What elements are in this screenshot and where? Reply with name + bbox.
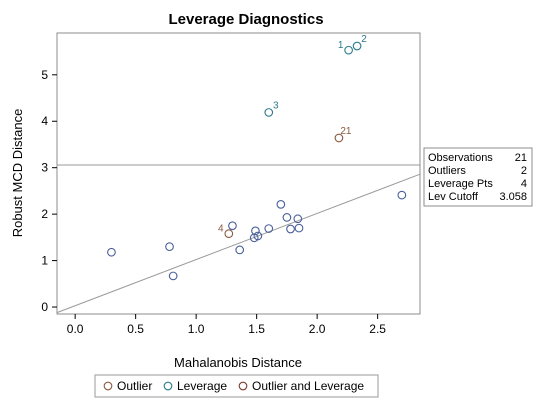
- point-label: 2: [361, 34, 367, 45]
- point-label: 3: [273, 100, 279, 111]
- y-tick-label: 0: [41, 300, 48, 314]
- point-label: 4: [218, 224, 224, 235]
- x-tick-label: 0.0: [67, 322, 84, 336]
- data-point-normal: [264, 224, 274, 233]
- data-point-normal: [397, 190, 407, 200]
- inset-row-label: Leverage Pts: [428, 178, 493, 190]
- legend-label: Outlier: [117, 379, 152, 393]
- data-point-normal: [294, 223, 304, 233]
- data-point-outlier: [224, 229, 234, 238]
- data-point-normal: [228, 221, 237, 231]
- data-point-normal: [235, 245, 245, 255]
- data-point-normal: [276, 200, 286, 209]
- data-point-normal: [286, 224, 295, 234]
- legend-box: [94, 374, 379, 398]
- inset-row-value: 21: [515, 152, 527, 164]
- x-tick-label: 1.5: [248, 322, 265, 336]
- data-point-leverage: [264, 108, 274, 117]
- data-point-normal: [293, 214, 303, 224]
- data-point-leverage: [344, 45, 353, 55]
- stats-inset-box: [423, 147, 533, 207]
- plot-area-frame: [56, 32, 421, 315]
- data-point-normal: [282, 213, 292, 222]
- data-point-leverage: [352, 41, 362, 51]
- y-tick-label: 5: [41, 68, 48, 82]
- y-axis-label: Robust MCD Distance: [10, 109, 25, 238]
- inset-row-value: 3.058: [499, 191, 527, 203]
- legend-marker-leverage: [163, 381, 173, 391]
- data-point-normal: [251, 226, 260, 236]
- x-tick-label: 2.5: [369, 322, 386, 336]
- y-tick-label: 3: [41, 161, 48, 175]
- data-point-outlier: [334, 133, 344, 143]
- y-tick-label: 2: [41, 207, 48, 221]
- data-point-normal: [107, 247, 116, 257]
- inset-row-value: 2: [521, 165, 527, 177]
- x-tick-label: 0.5: [127, 322, 144, 336]
- legend: Outlier Leverage Outlier and Leverage: [94, 374, 379, 398]
- robust-fit-line: [56, 173, 421, 314]
- legend-label: Outlier and Leverage: [252, 379, 364, 393]
- legend-marker-outlier_and_leverage: [238, 381, 248, 391]
- chart-title: Leverage Diagnostics: [168, 11, 323, 28]
- point-label: 1: [338, 40, 344, 51]
- legend-marker-outlier: [103, 381, 113, 391]
- y-tick-label: 1: [41, 254, 48, 268]
- inset-row-label: Observations: [428, 152, 493, 164]
- x-tick-label: 1.0: [188, 322, 205, 336]
- inset-row-value: 4: [521, 178, 527, 190]
- inset-row-label: Outliers: [428, 165, 466, 177]
- stats-inset: Observations 21 Outliers 2 Leverage Pts 4 Lev …: [423, 147, 533, 207]
- data-point-normal: [253, 231, 263, 241]
- point-label: 21: [340, 126, 352, 137]
- data-point-normal: [168, 271, 178, 281]
- y-tick-label: 4: [41, 114, 48, 128]
- inset-row-label: Lev Cutoff: [428, 191, 479, 203]
- legend-label: Leverage: [177, 379, 227, 393]
- x-tick-label: 2.0: [309, 322, 326, 336]
- x-axis-label: Mahalanobis Distance: [174, 355, 302, 370]
- data-point-normal: [165, 242, 174, 252]
